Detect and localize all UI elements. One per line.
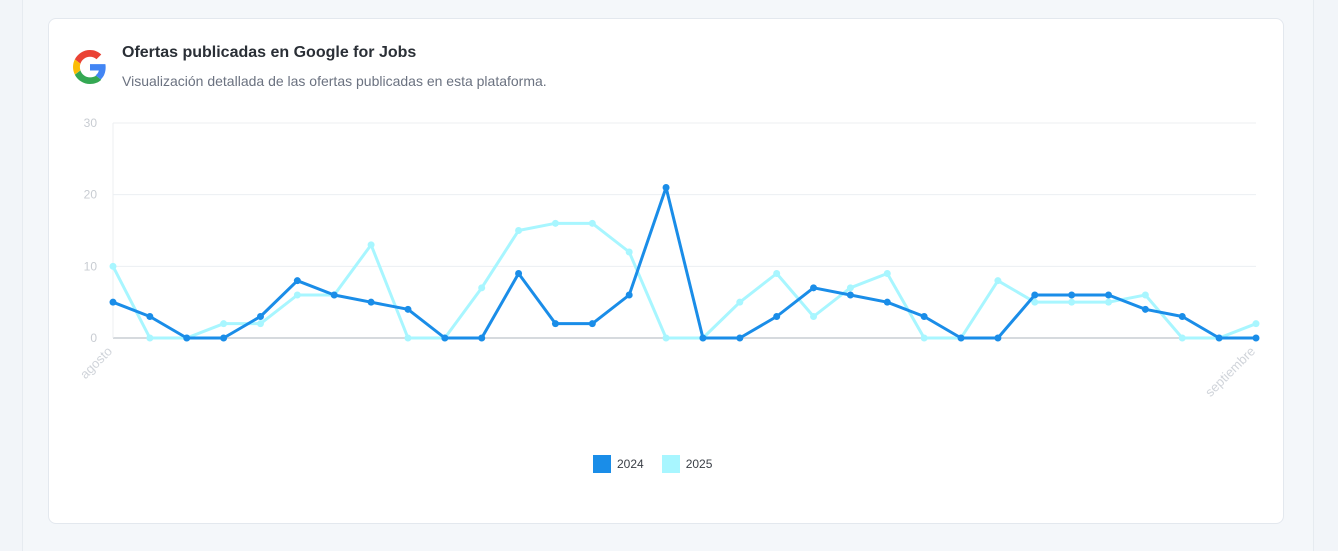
series-line-2024	[111, 186, 1258, 340]
data-point-2024	[330, 291, 338, 299]
data-point-2025	[367, 241, 375, 249]
data-point-2024	[920, 313, 928, 320]
data-point-2025	[1141, 291, 1149, 299]
data-point-2025	[1178, 334, 1186, 342]
data-point-2024	[183, 334, 191, 342]
data-point-2025	[1068, 298, 1076, 306]
data-point-2024	[515, 270, 523, 277]
data-point-2025	[883, 270, 891, 277]
legend-label-2024: 2024	[617, 457, 644, 471]
data-point-2025	[1031, 298, 1039, 306]
chart-subtitle: Visualización detallada de las ofertas p…	[122, 73, 547, 89]
data-point-2024	[1141, 305, 1149, 313]
data-point-2025	[220, 320, 228, 328]
google-g-icon	[73, 50, 106, 84]
legend-label-2025: 2025	[685, 457, 713, 471]
data-point-2025	[994, 277, 1002, 285]
data-point-2024	[367, 298, 375, 306]
data-point-2024	[846, 291, 854, 299]
data-point-2025	[662, 334, 670, 342]
legend-item-2024[interactable]: 2024	[593, 455, 644, 473]
data-point-2025	[846, 284, 854, 292]
data-point-2024	[256, 313, 264, 320]
data-point-2024	[220, 334, 228, 342]
data-point-2024	[1031, 291, 1039, 299]
data-point-2025	[293, 291, 301, 299]
data-point-2024	[662, 184, 670, 191]
y-tick-label: 20	[84, 188, 98, 202]
data-point-2024	[441, 334, 449, 342]
data-point-2024	[146, 313, 154, 320]
chart-legend: 2024 2025	[593, 455, 712, 473]
data-point-2025	[109, 262, 117, 270]
data-point-2024	[957, 334, 965, 342]
data-point-2025	[773, 270, 781, 277]
data-point-2025	[920, 334, 928, 342]
data-point-2025	[1252, 320, 1260, 328]
legend-swatch-2025	[661, 455, 680, 473]
x-tick-label: agosto	[77, 344, 115, 382]
data-point-2024	[588, 320, 596, 328]
data-point-2025	[478, 284, 486, 292]
data-point-2025	[1105, 298, 1113, 306]
data-point-2024	[1178, 313, 1186, 320]
data-point-2024	[404, 305, 412, 313]
legend-swatch-2024	[593, 455, 611, 473]
series-line-2025	[111, 221, 1258, 340]
legend-item-2025[interactable]: 2025	[661, 455, 713, 473]
data-point-2024	[1252, 334, 1260, 342]
chart-card	[48, 18, 1284, 524]
data-point-2025	[404, 334, 412, 342]
data-point-2024	[699, 334, 707, 342]
data-point-2025	[810, 313, 818, 320]
data-point-2024	[1068, 291, 1076, 299]
data-point-2024	[1215, 334, 1223, 342]
y-tick-label: 0	[90, 331, 97, 345]
data-point-2025	[256, 320, 264, 328]
data-point-2025	[515, 227, 523, 234]
data-point-2025	[588, 219, 596, 227]
data-point-2024	[109, 298, 117, 306]
data-point-2024	[883, 298, 891, 306]
data-point-2024	[810, 284, 818, 292]
data-point-2025	[551, 219, 559, 227]
y-tick-label: 30	[84, 116, 98, 130]
data-point-2024	[293, 277, 301, 285]
data-point-2024	[551, 320, 559, 328]
data-point-2024	[773, 313, 781, 320]
chart-title: Ofertas publicadas en Google for Jobs	[122, 44, 417, 61]
data-point-2024	[625, 291, 633, 299]
data-point-2025	[146, 334, 154, 342]
data-point-2025	[736, 298, 744, 306]
data-point-2024	[736, 334, 744, 342]
data-point-2025	[625, 248, 633, 256]
data-point-2024	[994, 334, 1002, 342]
x-tick-label: septiembre	[1202, 344, 1258, 400]
y-tick-label: 10	[84, 259, 98, 273]
data-point-2024	[1105, 291, 1113, 299]
data-point-2024	[478, 334, 486, 342]
